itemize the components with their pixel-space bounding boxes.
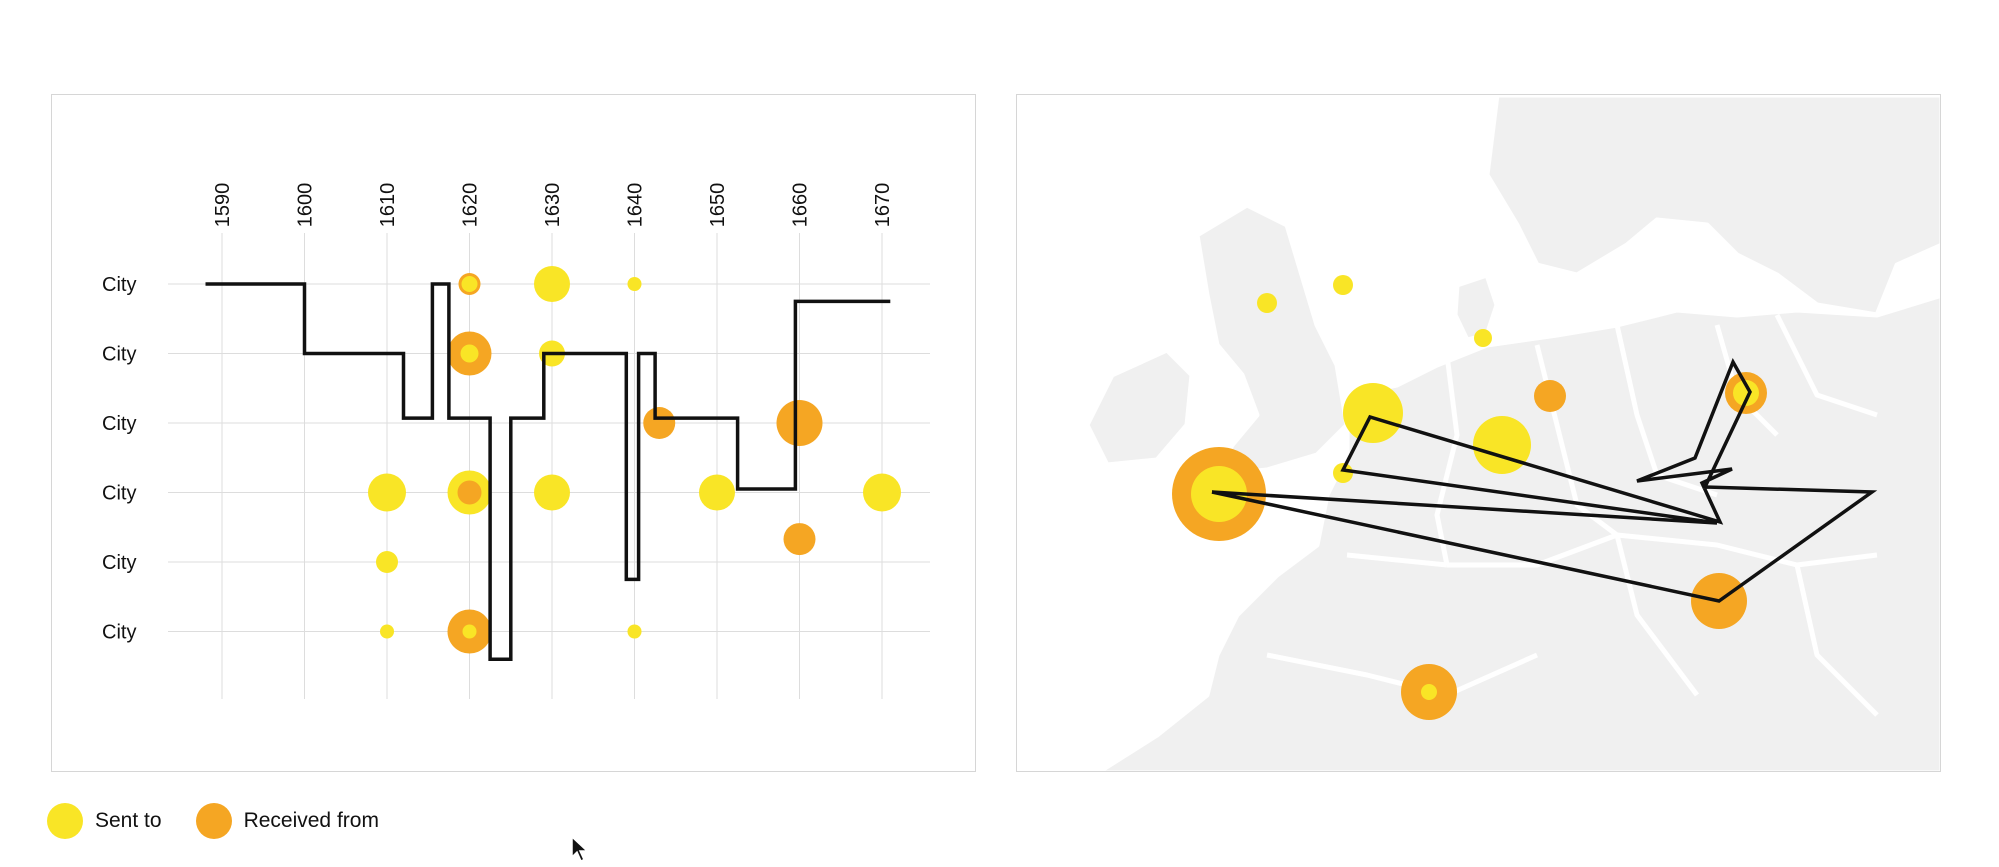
bubble-received [783,523,816,556]
map-site-sent[interactable] [1257,293,1277,313]
bubble-sent [627,277,642,291]
bubble-sent [863,473,901,512]
bubble-sent [699,474,735,511]
bubble-received [643,407,676,439]
map-site-sent[interactable] [1474,329,1492,347]
map-route-line [1211,357,1878,603]
map-route-path [1211,357,1878,603]
bubble-received [776,400,823,446]
legend-item-sent[interactable]: Sent to [47,803,162,839]
legend-swatch-received [195,803,232,839]
legend: Sent to Received from [47,801,413,841]
x-tick-label: 1600 [295,183,317,228]
bubble-sent [534,474,570,511]
x-tick-label: 1650 [707,183,729,228]
timeline-chart-panel: 1590 1600 1610 1620 1630 1640 1650 1660 1670 City… [51,94,976,772]
bubble-sent [380,624,394,639]
bubble-sent [368,473,406,512]
location-path-line [205,282,891,662]
row-label: City [102,622,136,644]
bubble-sent [460,344,479,363]
map-sites[interactable] [1172,275,1767,720]
bubble-sent [462,624,477,639]
bubble-sent [627,624,642,639]
map-panel[interactable] [1016,94,1941,772]
bubble-sent [376,551,398,573]
x-tick-label: 1660 [790,183,812,228]
land-ireland [1084,347,1195,468]
bubble-received [457,480,482,505]
x-tick-label: 1590 [212,183,234,228]
legend-label-received: Received from [243,809,379,832]
x-tick-label: 1640 [625,183,647,228]
timeline-chart: 1590 1600 1610 1620 1630 1640 1650 1660 1670 City… [102,183,930,699]
legend-label-sent: Sent to [95,809,162,832]
bubble-sent [534,266,570,302]
land-great-britain [1194,202,1350,478]
row-label: City [102,483,136,505]
map-site-sent[interactable] [1421,684,1437,700]
legend-swatch-sent [47,803,83,839]
map-site-sent[interactable] [1333,463,1353,483]
row-label: City [102,274,136,296]
land-scandinavia [1484,95,1940,318]
bubble-sent [461,276,478,292]
land-denmark [1452,272,1500,343]
mouse-cursor-icon [571,836,589,863]
land-continent [1095,292,1940,771]
x-tick-label: 1620 [460,183,482,228]
x-tick-label: 1630 [542,183,564,228]
map-site-sent[interactable] [1473,416,1531,474]
correspondence-map[interactable] [1017,95,1941,772]
map-site-sent[interactable] [1333,275,1353,295]
legend-item-received[interactable]: Received from [195,803,379,839]
x-tick-label: 1610 [377,183,399,228]
map-site-sent[interactable] [1343,383,1403,443]
row-label: City [102,344,136,366]
map-site-sent[interactable] [1733,380,1759,406]
map-site-received[interactable] [1534,380,1566,412]
x-tick-label: 1670 [872,183,894,228]
row-label: City [102,413,136,435]
row-label: City [102,552,136,574]
